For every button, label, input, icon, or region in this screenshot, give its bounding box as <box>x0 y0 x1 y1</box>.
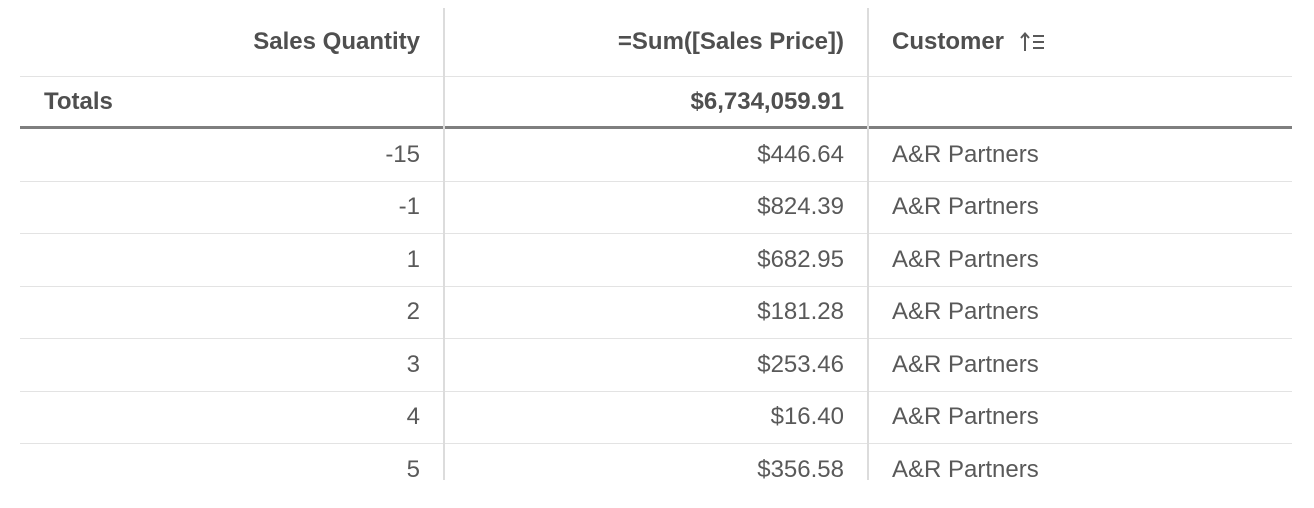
sort-ascending-icon <box>1018 29 1046 55</box>
cell-sales-price[interactable]: $356.58 <box>757 455 844 480</box>
table-body: Sales Quantity =Sum([Sales Price]) Custo… <box>20 8 1292 480</box>
cell-customer[interactable]: A&R Partners <box>892 193 1039 221</box>
cell-sales-price[interactable]: $682.95 <box>757 245 844 273</box>
data-rows: -15 $446.64 A&R Partners -1 $824.39 A&R … <box>20 129 1292 480</box>
cell-sales-quantity[interactable]: 5 <box>406 455 420 480</box>
column-header-customer[interactable]: Customer <box>868 8 1292 76</box>
cell-customer[interactable]: A&R Partners <box>892 403 1039 431</box>
cell-customer[interactable]: A&R Partners <box>892 350 1039 378</box>
column-header-customer-label: Customer <box>892 28 1005 55</box>
table-row[interactable]: 5 $356.58 A&R Partners <box>20 444 1292 480</box>
cell-sales-price[interactable]: $253.46 <box>757 350 844 378</box>
cell-sales-quantity[interactable]: 4 <box>406 403 420 431</box>
cell-customer[interactable]: A&R Partners <box>892 455 1039 480</box>
cell-sales-quantity[interactable]: 1 <box>406 245 420 273</box>
cell-sales-quantity[interactable]: -15 <box>385 140 420 168</box>
table-header-row: Sales Quantity =Sum([Sales Price]) Custo… <box>20 8 1292 77</box>
totals-sales-price-sum: $6,734,059.91 <box>690 87 844 115</box>
cell-sales-price[interactable]: $446.64 <box>757 140 844 168</box>
cell-sales-quantity[interactable]: -1 <box>398 193 420 221</box>
cell-sales-price[interactable]: $16.40 <box>770 403 844 431</box>
totals-label: Totals <box>44 87 113 115</box>
cell-customer[interactable]: A&R Partners <box>892 298 1039 326</box>
column-header-sales-quantity[interactable]: Sales Quantity <box>253 28 420 55</box>
cell-sales-quantity[interactable]: 2 <box>406 298 420 326</box>
cell-sales-quantity[interactable]: 3 <box>406 350 420 378</box>
table-row[interactable]: 3 $253.46 A&R Partners <box>20 339 1292 392</box>
cell-customer[interactable]: A&R Partners <box>892 245 1039 273</box>
straight-table: Sales Quantity =Sum([Sales Price]) Custo… <box>20 8 1292 480</box>
table-row[interactable]: -15 $446.64 A&R Partners <box>20 129 1292 182</box>
totals-row: Totals $6,734,059.91 <box>20 77 1292 129</box>
cell-sales-price[interactable]: $181.28 <box>757 298 844 326</box>
totals-customer-empty-cell <box>868 77 1292 126</box>
table-row[interactable]: 2 $181.28 A&R Partners <box>20 287 1292 339</box>
column-header-sales-price-sum[interactable]: =Sum([Sales Price]) <box>617 28 844 55</box>
cell-customer[interactable]: A&R Partners <box>892 140 1039 168</box>
table-row[interactable]: 4 $16.40 A&R Partners <box>20 392 1292 444</box>
cell-sales-price[interactable]: $824.39 <box>757 193 844 221</box>
table-row[interactable]: 1 $682.95 A&R Partners <box>20 234 1292 287</box>
table-row[interactable]: -1 $824.39 A&R Partners <box>20 182 1292 234</box>
